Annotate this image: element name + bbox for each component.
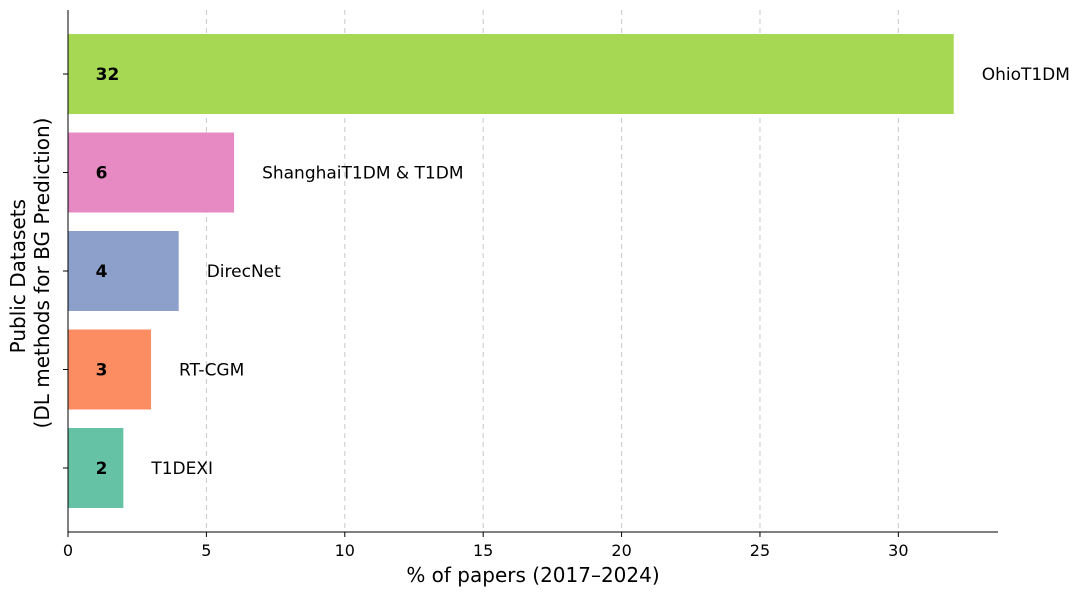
x-tick-label: 10 (335, 541, 355, 560)
x-tick-label: 5 (201, 541, 211, 560)
bar-value-label: 32 (96, 65, 120, 85)
bar-value-label: 4 (96, 262, 108, 282)
bar-value-label: 2 (96, 459, 108, 479)
bar-category-label: RT-CGM (179, 360, 244, 380)
gridlines (205, 10, 899, 532)
y-axis-title-line-1: Public Datasets (6, 199, 30, 353)
x-axis-title: % of papers (2017–2024) (406, 563, 659, 587)
bar-category-label: T1DEXI (150, 459, 213, 479)
x-axis-ticks: 0 5 10 15 20 25 30 (63, 532, 909, 560)
bar-value-label: 6 (96, 164, 108, 184)
x-tick-label: 20 (611, 541, 631, 560)
y-axis-title-line-2: (DL methods for BG Prediction) (30, 118, 54, 429)
bar-value-label: 3 (96, 360, 108, 380)
y-axis-ticks (63, 73, 68, 469)
bar-category-label: ShanghaiT1DM & T1DM (262, 164, 463, 184)
y-axis-title: Public Datasets (DL methods for BG Predi… (6, 118, 54, 429)
bars (68, 34, 954, 508)
bar-category-label: OhioT1DM (982, 65, 1070, 85)
x-tick-label: 0 (63, 541, 73, 560)
bar (68, 427, 124, 508)
bar (68, 231, 179, 311)
x-tick-label: 25 (750, 541, 770, 560)
bar (68, 132, 235, 213)
bar-labels: 2 T1DEXI 3 RT-CGM 4 DirecNet 6 ShanghaiT1DM & T… (96, 65, 1070, 479)
bar-category-label: DirecNet (207, 262, 281, 282)
bar (68, 34, 954, 115)
bar (68, 329, 152, 410)
x-tick-label: 30 (888, 541, 908, 560)
x-tick-label: 15 (473, 541, 493, 560)
